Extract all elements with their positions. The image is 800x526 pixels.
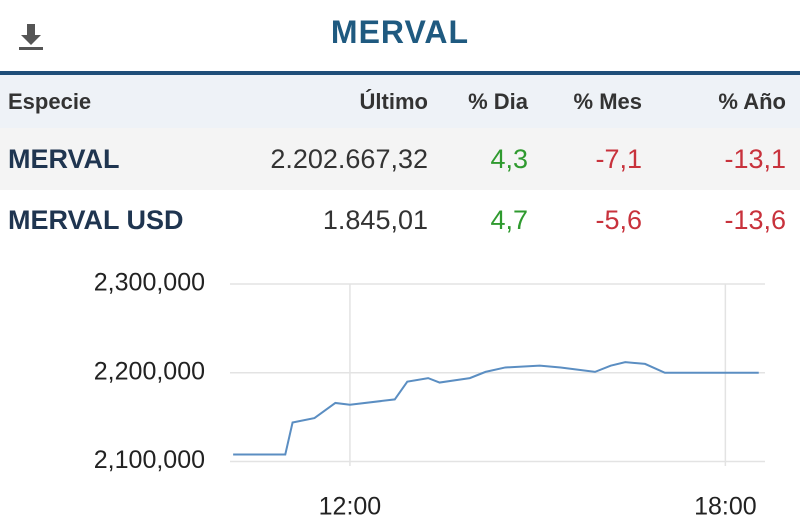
cell: 4,3 — [490, 143, 528, 174]
column-header: % Año — [718, 88, 786, 114]
cell: 4,7 — [490, 204, 528, 235]
cell: -13,6 — [724, 204, 786, 235]
instrument-name[interactable]: MERVAL — [8, 143, 120, 174]
cell: -13,1 — [724, 143, 786, 174]
cell: -7,1 — [595, 143, 642, 174]
download-icon[interactable] — [16, 22, 46, 52]
column-header: Especie — [8, 88, 92, 114]
widget-title: MERVAL — [330, 14, 470, 50]
x-tick-label: 12:00 — [319, 493, 382, 521]
cell: 2.202.667,32 — [270, 143, 428, 174]
cell: -5,6 — [595, 204, 642, 235]
y-tick-label: 2,200,000 — [94, 357, 205, 385]
table-header: Especie Último % Dia % Mes % Año — [0, 75, 800, 128]
column-header: Último — [359, 88, 428, 114]
y-tick-label: 2,300,000 — [94, 269, 205, 297]
column-header: % Dia — [468, 88, 528, 114]
chart: 2,100,000 2,200,000 2,300,000 12:00 18:00 — [94, 269, 765, 521]
column-header: % Mes — [573, 88, 642, 114]
table-row[interactable]: MERVAL USD 1.845,01 4,7 -5,6 -13,6 — [0, 190, 800, 250]
table-row[interactable]: MERVAL 2.202.667,32 4,3 -7,1 -13,1 — [0, 128, 800, 190]
price-line — [233, 361, 759, 456]
x-tick-label: 18:00 — [694, 493, 757, 521]
y-tick-label: 2,100,000 — [94, 446, 205, 474]
title-bar: MERVAL — [0, 0, 800, 75]
cell: 1.845,01 — [322, 204, 428, 235]
instrument-name[interactable]: MERVAL USD — [8, 204, 184, 235]
